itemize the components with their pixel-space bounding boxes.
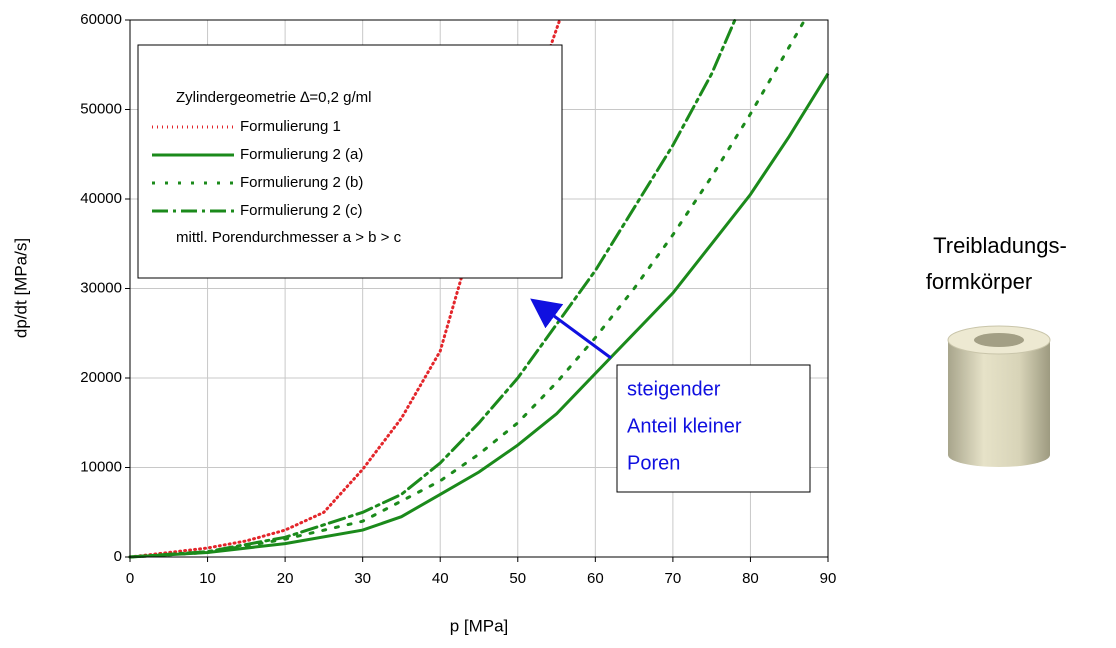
x-tick-label: 80 (742, 570, 759, 587)
annotation-text: Poren (627, 452, 680, 474)
y-tick-label: 60000 (80, 11, 122, 28)
x-tick-label: 40 (432, 570, 449, 587)
legend-title: Zylindergeometrie ∆=0,2 g/ml (176, 89, 372, 106)
cylinder-image (947, 325, 1051, 467)
x-tick-label: 90 (820, 570, 837, 587)
x-tick-label: 0 (126, 570, 134, 587)
legend-label: Formulierung 1 (240, 118, 341, 135)
cylinder-hole (974, 333, 1024, 347)
annotation-text: Anteil kleiner (627, 415, 742, 437)
x-axis-title: p [MPa] (450, 616, 509, 635)
cylinder-body (948, 340, 1050, 467)
y-tick-label: 30000 (80, 279, 122, 296)
annotation: steigender Anteil kleiner Poren (627, 378, 742, 474)
legend-label: Formulierung 2 (c) (240, 202, 363, 219)
x-tick-label: 70 (665, 570, 682, 587)
arrow (530, 298, 612, 360)
data-line (129, 72, 830, 559)
x-tick-label: 20 (277, 570, 294, 587)
y-tick-label: 40000 (80, 190, 122, 207)
annotation-box (616, 364, 811, 493)
x-tick-label: 50 (509, 570, 526, 587)
data-line (128, 18, 807, 559)
x-tick-label: 60 (587, 570, 604, 587)
legend-box (137, 44, 563, 279)
data-line (128, 18, 737, 559)
legend-note: mittl. Porendurchmesser a > b > c (176, 229, 402, 246)
side-label: formkörper (926, 269, 1032, 294)
legend: Zylindergeometrie ∆=0,2 g/ml mittl. Pore… (137, 44, 563, 279)
y-axis-title: dp/dt [MPa/s] (11, 238, 30, 338)
y-tick-label: 10000 (80, 458, 122, 475)
side-label: Treibladungs- (933, 233, 1067, 258)
legend-label: Formulierung 2 (b) (240, 174, 363, 191)
y-tick-label: 50000 (80, 100, 122, 117)
y-tick-label: 20000 (80, 369, 122, 386)
x-tick-label: 30 (354, 570, 371, 587)
annotation-text: steigender (627, 378, 721, 400)
y-tick-label: 0 (114, 548, 122, 565)
x-tick-label: 10 (199, 570, 216, 587)
legend-label: Formulierung 2 (a) (240, 146, 363, 163)
